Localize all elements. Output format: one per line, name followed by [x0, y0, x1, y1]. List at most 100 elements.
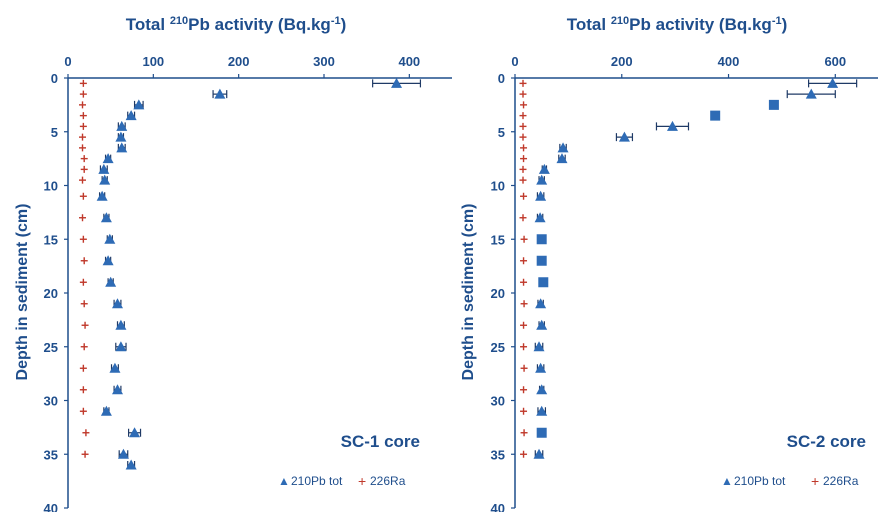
- core-label: SC-2 core: [787, 432, 866, 451]
- data-point-226ra: [79, 386, 87, 394]
- marker-square: [710, 110, 721, 121]
- data-point-226ra: [80, 165, 88, 173]
- data-point-226ra: [81, 450, 89, 458]
- data-point-226ra: [520, 144, 528, 152]
- data-point-226ra: [519, 176, 527, 184]
- data-point-210pb: [116, 120, 128, 131]
- y-tick-label: 30: [491, 394, 505, 409]
- y-tick-label: 30: [44, 394, 58, 409]
- data-point-210pb: [133, 99, 145, 110]
- marker-triangle: [536, 174, 548, 185]
- data-point-210pb: [99, 174, 111, 185]
- data-point-210pb: [102, 255, 114, 266]
- marker-triangle: [100, 405, 112, 416]
- data-point-210pb: [111, 298, 123, 309]
- data-point-210pb: [536, 234, 547, 245]
- data-point-210pb: [768, 99, 779, 110]
- marker-triangle: [105, 276, 117, 287]
- y-tick-label: 25: [44, 340, 58, 355]
- marker-triangle: [536, 384, 548, 395]
- data-point-226ra: [79, 90, 87, 98]
- marker-square: [536, 234, 547, 245]
- marker-triangle: [391, 77, 403, 88]
- marker-triangle: [805, 88, 817, 99]
- marker-triangle: [618, 131, 630, 142]
- x-tick-label: 200: [611, 54, 633, 69]
- marker-triangle: [115, 131, 127, 142]
- data-point-210pb: [615, 131, 634, 142]
- marker-triangle: [99, 174, 111, 185]
- marker-triangle: [117, 448, 129, 459]
- data-point-210pb: [808, 77, 858, 88]
- y-tick-label: 10: [44, 179, 58, 194]
- legend-marker-plus: +: [811, 473, 819, 489]
- marker-triangle: [104, 233, 116, 244]
- data-point-226ra: [519, 112, 527, 120]
- data-point-226ra: [520, 429, 528, 437]
- data-point-210pb: [125, 110, 137, 121]
- data-point-210pb: [115, 131, 127, 142]
- marker-triangle: [533, 448, 545, 459]
- data-point-210pb: [536, 427, 547, 438]
- y-axis-label: Depth in sediment (cm): [460, 204, 477, 381]
- data-point-226ra: [520, 343, 528, 351]
- data-point-210pb: [538, 163, 550, 174]
- data-point-210pb: [535, 362, 547, 373]
- data-point-226ra: [519, 165, 527, 173]
- data-point-210pb: [96, 190, 108, 201]
- marker-triangle: [102, 255, 114, 266]
- marker-triangle: [115, 341, 127, 352]
- marker-triangle: [533, 341, 545, 352]
- y-tick-label: 35: [491, 447, 505, 462]
- data-point-226ra: [79, 192, 87, 200]
- data-point-210pb: [116, 142, 128, 153]
- data-point-226ra: [520, 386, 528, 394]
- data-point-226ra: [82, 429, 90, 437]
- marker-triangle: [536, 405, 548, 416]
- data-point-226ra: [520, 155, 528, 163]
- data-point-210pb: [533, 341, 545, 352]
- data-point-226ra: [520, 257, 528, 265]
- marker-triangle: [827, 77, 839, 88]
- marker-triangle: [556, 153, 568, 164]
- marker-triangle: [214, 88, 226, 99]
- x-tick-label: 100: [142, 54, 164, 69]
- marker-triangle: [538, 163, 550, 174]
- y-tick-label: 40: [44, 501, 58, 512]
- marker-triangle: [116, 142, 128, 153]
- data-point-210pb: [535, 298, 547, 309]
- y-axis-label: Depth in sediment (cm): [14, 204, 31, 381]
- data-point-226ra: [520, 101, 528, 109]
- legend-marker-triangle: ▲: [721, 474, 733, 488]
- data-point-210pb: [212, 88, 228, 99]
- y-tick-label: 25: [491, 340, 505, 355]
- y-tick-label: 20: [44, 286, 58, 301]
- data-point-226ra: [519, 79, 527, 87]
- data-point-226ra: [79, 214, 87, 222]
- data-point-226ra: [79, 407, 87, 415]
- data-point-226ra: [81, 321, 89, 329]
- y-tick-label: 15: [491, 232, 505, 247]
- y-tick-label: 5: [498, 125, 505, 140]
- marker-triangle: [102, 153, 114, 164]
- y-tick-label: 5: [51, 125, 58, 140]
- marker-square: [536, 427, 547, 438]
- marker-triangle: [535, 362, 547, 373]
- marker-triangle: [98, 163, 110, 174]
- data-point-210pb: [534, 212, 546, 223]
- data-point-226ra: [79, 101, 87, 109]
- x-tick-label: 200: [228, 54, 250, 69]
- data-point-210pb: [535, 190, 547, 201]
- data-point-226ra: [520, 407, 528, 415]
- x-tick-label: 400: [398, 54, 420, 69]
- y-tick-label: 40: [491, 501, 505, 512]
- legend-marker-plus: +: [358, 473, 366, 489]
- data-point-226ra: [79, 278, 87, 286]
- marker-square: [536, 255, 547, 266]
- marker-triangle: [125, 459, 137, 470]
- data-point-210pb: [117, 448, 129, 459]
- data-point-210pb: [557, 142, 569, 153]
- data-point-226ra: [520, 321, 528, 329]
- marker-triangle: [115, 319, 127, 330]
- data-point-210pb: [538, 277, 549, 288]
